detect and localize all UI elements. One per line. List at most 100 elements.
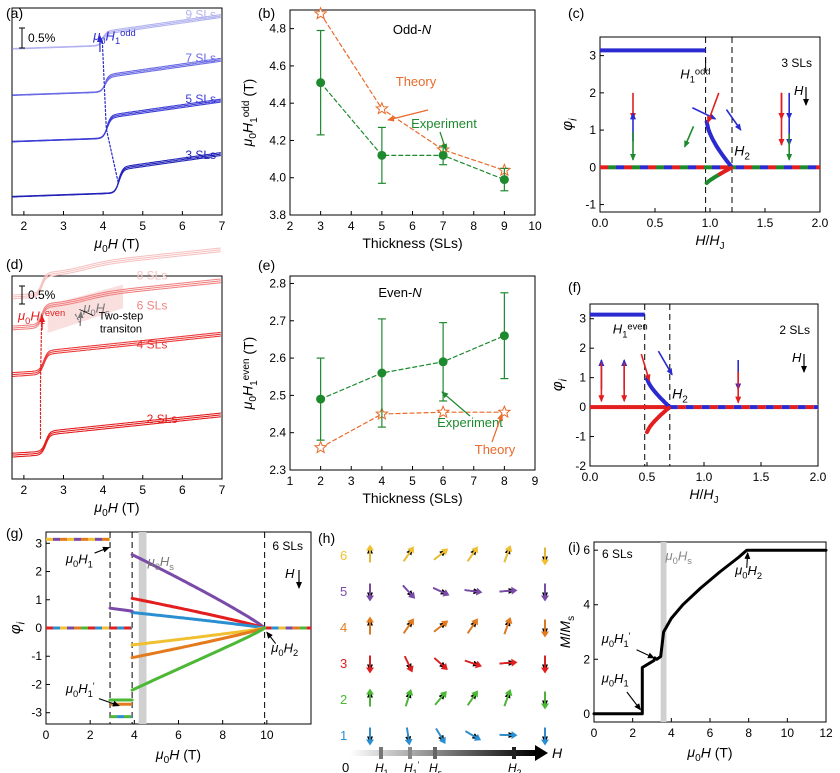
experiment-point: [499, 331, 509, 341]
experiment-point: [438, 150, 448, 160]
spin-arrowhead: [366, 667, 374, 674]
y-tick-label: 4.2: [269, 133, 286, 147]
y-tick-label: 2: [583, 652, 590, 666]
panel-d: 2 3 4 5 6 7 (d) 2 SLs 4 SLs 6 SLs 8 SLs μ0H1even μ0H…: [6, 247, 226, 519]
x-tick-label: 7: [440, 219, 447, 233]
rmcd-curve: [12, 335, 221, 377]
field-label: H: [285, 566, 295, 581]
x-tick-label: 9: [532, 474, 539, 488]
x-tick-label: 10: [781, 726, 795, 740]
y-axis-label: μ0H1odd (T): [239, 79, 260, 148]
branch-purple-pre: [108, 606, 134, 613]
field-axis-label: H: [552, 745, 563, 761]
y-tick-label: 3: [579, 312, 586, 326]
rmcd-curve: [12, 412, 221, 454]
x-tick-label: 8: [219, 728, 226, 742]
x-tick-label: 5: [379, 219, 386, 233]
x-tick-label: 6: [175, 728, 182, 742]
y-tick-label: 2.7: [269, 314, 286, 328]
pointer-line: [79, 309, 94, 316]
spin-arrowhead: [442, 589, 450, 597]
field-tick: [512, 747, 516, 759]
theory-point: [374, 101, 389, 115]
y-tick-label: 1: [35, 593, 42, 607]
y-tick-label: 0: [589, 160, 596, 174]
plot-frame: [289, 275, 536, 471]
layer-label-3: 3: [340, 656, 347, 671]
y-tick-label: 1: [589, 123, 596, 137]
y-tick-label: -1: [575, 430, 586, 444]
h2-label: μ0H2: [734, 563, 762, 581]
rmcd-curve: [12, 251, 221, 300]
spin-arrowhead: [541, 595, 549, 602]
rmcd-curve: [12, 416, 221, 458]
field-tick: [433, 747, 437, 759]
x-tick-label: 2: [317, 474, 324, 488]
spin-arrowhead: [504, 617, 513, 625]
panel-title: Odd-N: [393, 22, 432, 37]
x-tick-label: 7: [219, 483, 226, 497]
h2-label: H2: [734, 142, 750, 162]
layers-label: 6 SLs: [272, 539, 303, 553]
spin-arrowhead: [541, 559, 549, 566]
rmcd-curve: [12, 60, 221, 97]
experiment-point: [377, 368, 387, 378]
spin-arrowhead: [511, 658, 518, 667]
layers-label: 3 SLs: [781, 56, 812, 70]
spin-arrowhead: [441, 548, 449, 556]
spin-arrowhead: [407, 618, 414, 626]
panel-h: (h) 6 5 4 3 2 1 H 0 H1 H1′ Hs H2: [318, 530, 563, 773]
field-tick: [408, 747, 412, 759]
rmcd-curve: [12, 57, 221, 96]
spin-arrowhead: [471, 690, 478, 698]
x-axis-label: μ0H (T): [686, 744, 732, 764]
theory-pointer: [387, 109, 429, 122]
y-axis-label: μ0H1even (T): [239, 337, 260, 411]
spin-arrowhead: [441, 620, 449, 628]
h1p-label: μ0H1′: [65, 681, 95, 699]
spin-arrowhead: [541, 739, 549, 746]
x-tick-label: 2.0: [810, 470, 827, 484]
rmcd-curve: [12, 278, 221, 327]
rmcd-curve: [12, 249, 221, 298]
phi-blue-branch: [704, 119, 733, 168]
layer-label-1: 1: [340, 728, 347, 743]
y-tick-label: 2.8: [269, 276, 286, 290]
spin-arrow: [725, 109, 742, 131]
x-tick-label: 5: [139, 219, 146, 233]
field-tick-label: H1′: [404, 760, 419, 773]
series-label-2: 7 SLs: [185, 51, 216, 65]
x-tick-label: 4: [131, 728, 138, 742]
x-axis-label: H/HJ: [689, 486, 718, 506]
x-axis-label: μ0H (T): [93, 235, 139, 255]
theory-line: [320, 13, 505, 171]
x-tick-label: 3: [60, 219, 67, 233]
scale-bar-label: 0.5%: [28, 31, 56, 45]
field-bar: [350, 750, 535, 756]
spin-arrowhead: [471, 546, 478, 554]
spin-arrow: [640, 353, 651, 382]
hs-region: [138, 532, 147, 724]
theory-pointer: [491, 413, 503, 443]
spin-arrowhead: [504, 689, 513, 697]
x-tick-label: 1.0: [696, 470, 713, 484]
transition-guide: [99, 39, 119, 184]
rmcd-curve: [12, 98, 221, 142]
x-tick-label: 0.5: [647, 216, 664, 230]
spin-arrow: [707, 92, 720, 124]
branch-orange: [130, 626, 267, 660]
x-tick-label: 2: [21, 219, 28, 233]
x-axis-label: μ0H (T): [93, 499, 139, 519]
series-label-0: 2 SLs: [147, 412, 178, 426]
plot-frame: [11, 275, 223, 480]
y-axis-label: M/Ms: [557, 616, 577, 648]
plot-frame: [289, 9, 536, 216]
x-tick-label: 4: [379, 474, 386, 488]
x-tick-label: 0: [43, 728, 50, 742]
x-tick-label: 3: [60, 483, 67, 497]
h1-label: μ0H1: [601, 670, 629, 688]
spin-arrowhead: [474, 660, 482, 669]
y-tick-label: 2.5: [269, 388, 286, 402]
